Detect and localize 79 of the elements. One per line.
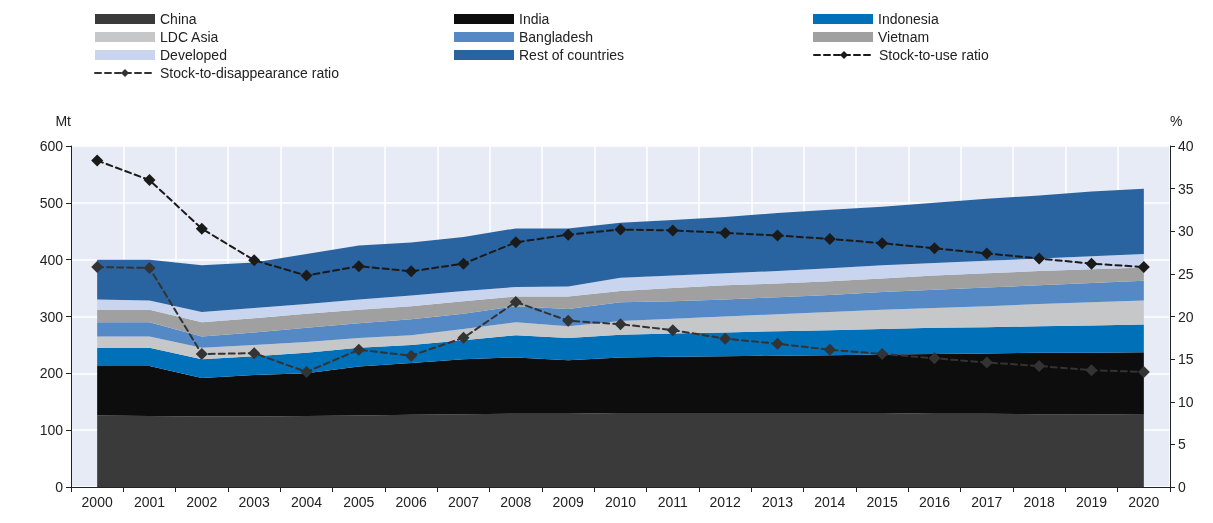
- point: [980, 247, 993, 260]
- point: [352, 260, 365, 273]
- point: [509, 236, 522, 249]
- point: [91, 154, 104, 167]
- y-tick-label: 200: [39, 365, 64, 382]
- point: [614, 318, 627, 331]
- y-tick-label: 300: [39, 308, 64, 325]
- x-tick-label: 2012: [709, 494, 741, 510]
- y2-tick-label: 5: [1178, 436, 1186, 453]
- x-tick-label: 2009: [552, 494, 584, 510]
- y2-tick-label: 15: [1178, 351, 1194, 368]
- y-tick-label: 600: [39, 138, 64, 154]
- x-tick-label: 2018: [1023, 494, 1055, 510]
- x-tick-label: 2008: [500, 494, 532, 510]
- x-tick-label: 2004: [290, 494, 323, 510]
- point: [1085, 257, 1098, 270]
- x-tick-label: 2020: [1128, 494, 1160, 510]
- x-tick-label: 2005: [343, 494, 375, 510]
- y-tick-label: 100: [39, 422, 64, 439]
- point: [614, 223, 627, 236]
- point: [300, 269, 313, 282]
- point: [666, 324, 679, 337]
- legend-label: Vietnam: [878, 29, 930, 45]
- legend-label: Developed: [160, 47, 227, 63]
- point: [143, 261, 156, 274]
- x-tick-label: 2006: [395, 494, 427, 510]
- x-tick-label: 2015: [866, 494, 898, 510]
- legend-label: China: [160, 11, 197, 27]
- point: [1033, 252, 1046, 265]
- legend-label: Bangladesh: [519, 29, 593, 45]
- point: [928, 242, 941, 255]
- point: [195, 222, 208, 235]
- point: [719, 332, 732, 345]
- x-tick-label: 2000: [81, 494, 113, 510]
- x-tick-label: 2007: [447, 494, 480, 510]
- point: [457, 331, 470, 344]
- y2-tick-label: 10: [1178, 393, 1194, 410]
- x-tick-label: 2017: [971, 494, 1003, 510]
- legend-label: Rest of countries: [519, 47, 625, 63]
- legend-label: India: [519, 11, 550, 27]
- x-tick-label: 2011: [657, 494, 689, 510]
- y-tick-label: 400: [39, 251, 64, 268]
- y2-tick-label: 40: [1178, 138, 1194, 154]
- y2-tick-label: 35: [1178, 180, 1194, 197]
- point: [405, 265, 418, 278]
- point: [771, 337, 784, 350]
- x-tick-label: 2010: [604, 494, 637, 510]
- point: [666, 224, 679, 237]
- point: [509, 296, 522, 309]
- y2-tick-label: 0: [1178, 479, 1186, 495]
- legend-label: Indonesia: [878, 11, 939, 27]
- point: [719, 226, 732, 239]
- y2-tick-label: 25: [1178, 265, 1194, 282]
- legend-label: Stock-to-disappearance ratio: [160, 65, 340, 81]
- x-tick-label: 2013: [761, 494, 794, 510]
- point: [457, 257, 470, 270]
- y2-tick-label: 30: [1178, 223, 1194, 240]
- x-tick-label: 2014: [814, 494, 846, 510]
- y-tick-label: 0: [55, 479, 64, 495]
- point: [823, 232, 836, 245]
- x-tick-label: 2002: [186, 494, 218, 510]
- point: [562, 314, 575, 327]
- point: [876, 237, 889, 250]
- point: [771, 229, 784, 242]
- point: [562, 228, 575, 241]
- x-tick-label: 2016: [918, 494, 951, 510]
- y-axis-title: Mt: [55, 113, 72, 129]
- y-tick-label: 500: [39, 194, 64, 211]
- legend-label: LDC Asia: [160, 29, 219, 45]
- x-tick-label: 2003: [238, 494, 270, 510]
- y2-axis-title: %: [1170, 113, 1183, 129]
- x-tick-label: 2019: [1075, 494, 1108, 510]
- y2-tick-label: 20: [1178, 308, 1194, 325]
- point: [248, 254, 261, 267]
- legend-label: Stock-to-use ratio: [879, 47, 989, 63]
- point: [1137, 261, 1150, 274]
- point: [143, 174, 156, 187]
- x-tick-label: 2001: [133, 494, 166, 510]
- point: [91, 261, 104, 274]
